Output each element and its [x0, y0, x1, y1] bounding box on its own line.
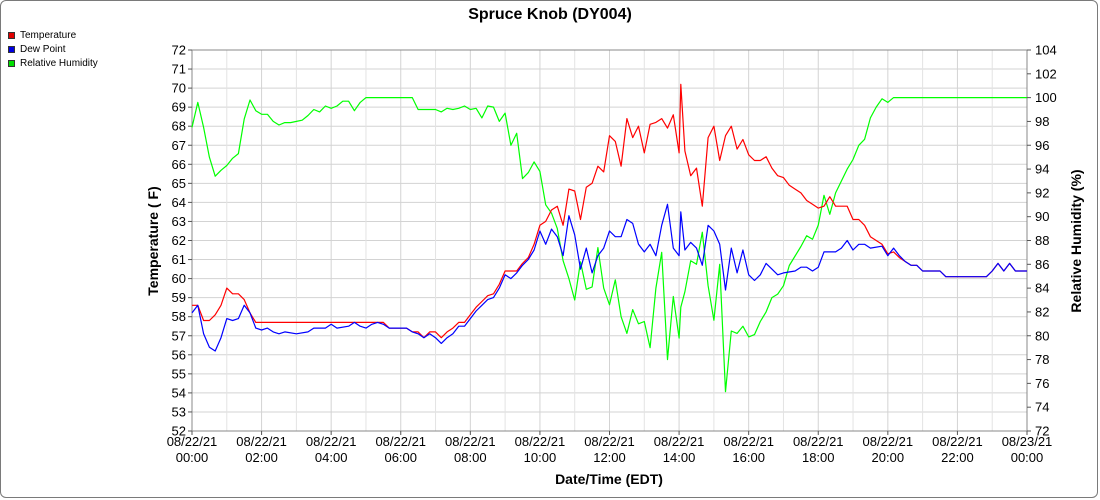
x-tick-date-label: 08/22/21 — [654, 434, 705, 449]
x-tick-date-label: 08/22/21 — [793, 434, 844, 449]
y2-tick-label: 96 — [1035, 138, 1049, 153]
series-line-relative-humidity — [191, 96, 1027, 393]
x-tick-time-label: 20:00 — [872, 450, 905, 465]
y2-tick-label: 88 — [1035, 233, 1049, 248]
x-axis-label: Date/Time (EDT) — [555, 471, 663, 487]
y-tick-label: 57 — [172, 328, 186, 343]
x-tick-date-label: 08/22/21 — [723, 434, 774, 449]
y-tick-label: 70 — [172, 81, 186, 96]
y-tick-label: 65 — [172, 176, 186, 191]
legend-label-dew-point: Dew Point — [20, 43, 66, 55]
x-tick-time-label: 06:00 — [384, 450, 417, 465]
y-tick-label: 61 — [172, 252, 186, 267]
series-lines — [191, 83, 1027, 393]
y-tick-label: 55 — [172, 366, 186, 381]
x-tick-time-label: 10:00 — [524, 450, 557, 465]
y-tick-label: 67 — [172, 138, 186, 153]
legend-label-relative-humidity: Relative Humidity — [20, 57, 98, 69]
y-tick-label: 53 — [172, 404, 186, 419]
y2-tick-label: 82 — [1035, 304, 1049, 319]
y-tick-label: 58 — [172, 309, 186, 324]
x-tick-time-label: 00:00 — [176, 450, 209, 465]
x-tick-date-label: 08/22/21 — [306, 434, 357, 449]
x-tick-time-label: 12:00 — [593, 450, 626, 465]
y-tick-label: 60 — [172, 271, 186, 286]
legend-swatch-temperature — [8, 31, 15, 39]
y-tick-label: 62 — [172, 233, 186, 248]
y2-tick-label: 102 — [1035, 66, 1057, 81]
y-axis-right: 72 74 76 78 80 82 84 86 88 90 92 94 96 98 100 102 104 — [1027, 43, 1057, 439]
y2-tick-label: 72 — [1035, 424, 1049, 439]
x-tick-date-label: 08/22/21 — [515, 434, 566, 449]
y2-tick-label: 78 — [1035, 352, 1049, 367]
y-tick-label: 68 — [172, 119, 186, 134]
legend-item-temperature: Temperature — [8, 28, 98, 42]
x-tick-date-label: 08/23/21 — [1002, 434, 1053, 449]
y-tick-label: 72 — [172, 43, 186, 58]
y-axis-label-left: Temperature ( F) — [145, 186, 161, 295]
x-tick-date-label: 08/22/21 — [375, 434, 426, 449]
y2-tick-label: 76 — [1035, 376, 1049, 391]
y-tick-label: 66 — [172, 157, 186, 172]
x-tick-date-label: 08/22/21 — [584, 434, 635, 449]
legend: Temperature Dew Point Relative Humidity — [8, 28, 98, 70]
y2-tick-label: 94 — [1035, 162, 1049, 177]
x-tick-time-label: 02:00 — [245, 450, 278, 465]
x-tick-date-label: 08/22/21 — [863, 434, 914, 449]
y-tick-label: 64 — [172, 195, 186, 210]
legend-label-temperature: Temperature — [20, 29, 77, 41]
y2-tick-label: 84 — [1035, 281, 1049, 296]
y2-tick-label: 100 — [1035, 90, 1057, 105]
x-tick-date-label: 08/22/21 — [932, 434, 983, 449]
legend-item-dew-point: Dew Point — [8, 42, 98, 56]
grid — [191, 49, 1028, 432]
x-tick-date-label: 08/22/21 — [167, 434, 218, 449]
y-tick-label: 54 — [172, 385, 186, 400]
y-tick-label: 59 — [172, 290, 186, 305]
x-tick-time-label: 18:00 — [802, 450, 835, 465]
y2-tick-label: 86 — [1035, 257, 1049, 272]
x-tick-time-label: 14:00 — [663, 450, 696, 465]
y2-tick-label: 74 — [1035, 400, 1049, 415]
chart-title: Spruce Knob (DY004) — [468, 6, 632, 23]
y-tick-label: 69 — [172, 100, 186, 115]
y2-tick-label: 92 — [1035, 185, 1049, 200]
y-axis-label-right: Relative Humidity (%) — [1068, 169, 1084, 312]
y-tick-label: 71 — [172, 62, 186, 77]
y2-tick-label: 104 — [1035, 43, 1057, 58]
y2-tick-label: 80 — [1035, 328, 1049, 343]
x-tick-time-label: 16:00 — [732, 450, 765, 465]
x-axis: 08/22/2100:0008/22/2102:0008/22/2104:000… — [167, 431, 1053, 465]
y2-tick-label: 98 — [1035, 114, 1049, 129]
legend-swatch-relative-humidity — [8, 59, 15, 67]
x-tick-time-label: 04:00 — [315, 450, 348, 465]
x-tick-date-label: 08/22/21 — [445, 434, 496, 449]
series-line-dew-point — [191, 203, 1027, 352]
x-tick-time-label: 08:00 — [454, 450, 487, 465]
y-tick-label: 63 — [172, 214, 186, 229]
y2-tick-label: 90 — [1035, 209, 1049, 224]
y-tick-label: 52 — [172, 424, 186, 439]
x-tick-time-label: 22:00 — [941, 450, 974, 465]
x-tick-time-label: 00:00 — [1011, 450, 1044, 465]
legend-swatch-dew-point — [8, 45, 15, 53]
legend-item-relative-humidity: Relative Humidity — [8, 56, 98, 70]
x-tick-date-label: 08/22/21 — [236, 434, 287, 449]
y-axis-left: 52 53 54 55 56 57 58 59 60 61 62 63 64 65 66 67 68 69 70 71… — [172, 43, 192, 439]
y-tick-label: 56 — [172, 347, 186, 362]
